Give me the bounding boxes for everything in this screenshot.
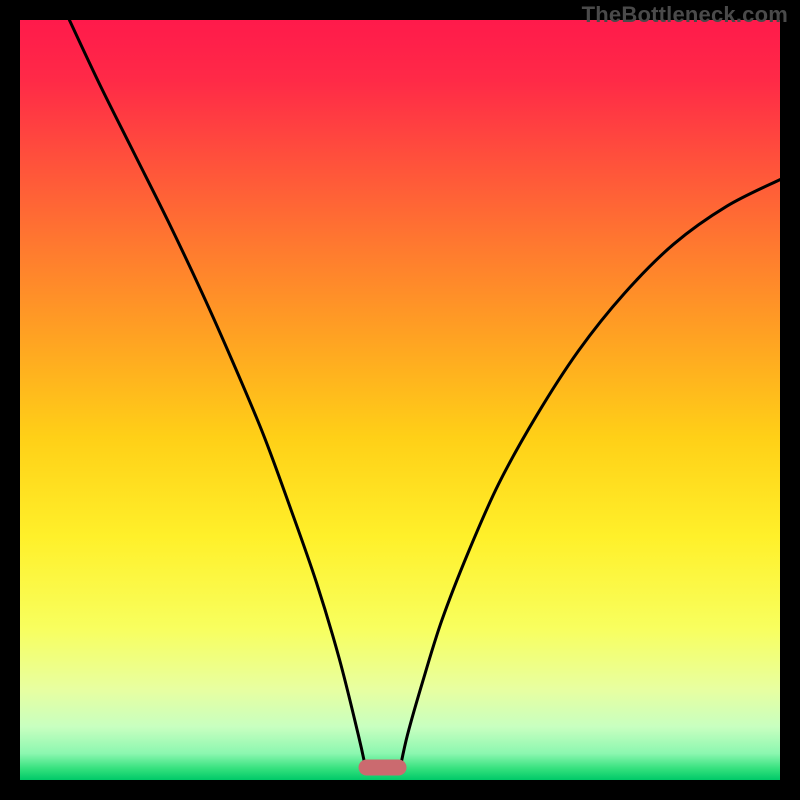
watermark-text: TheBottleneck.com bbox=[582, 2, 788, 28]
optimal-range-marker bbox=[359, 759, 407, 775]
chart-frame: TheBottleneck.com bbox=[0, 0, 800, 800]
bottleneck-chart-svg bbox=[0, 0, 800, 800]
gradient-plot-area bbox=[20, 20, 780, 780]
